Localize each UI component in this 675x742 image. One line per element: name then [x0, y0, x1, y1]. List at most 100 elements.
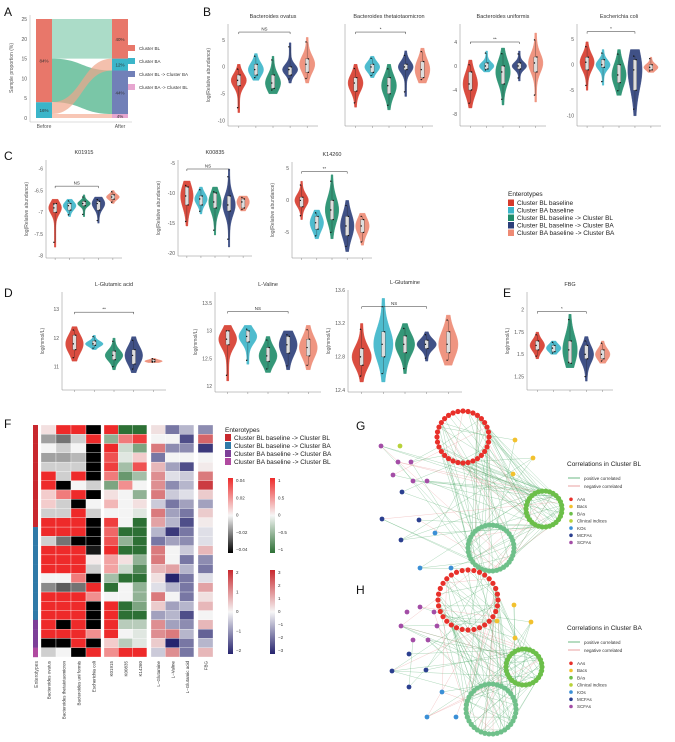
positive-edge: [410, 446, 440, 463]
y-axis-label: log(Relative abundance): [24, 182, 30, 237]
heatmap-cell: [85, 554, 102, 565]
node-legend-label: AAs: [577, 661, 586, 666]
aa-node: [490, 580, 496, 586]
heatmap-cell: [165, 461, 180, 472]
aa-node: [470, 458, 476, 464]
plot-title: K01915: [75, 150, 94, 156]
heatmap-cell: [150, 619, 166, 630]
clinical-node: [490, 568, 496, 574]
violin-plots: Bacteroides ovatus log(Relative abundance…: [24, 14, 661, 394]
data-point: [53, 203, 55, 205]
heatmap-cell: [85, 508, 102, 518]
heatmap-cell: [132, 517, 148, 528]
heatmap-cell: [40, 461, 57, 472]
heatmap-cell: [118, 499, 133, 509]
heatmap-cell: [165, 545, 180, 556]
negative-edge: [418, 519, 501, 570]
data-point: [403, 54, 406, 57]
heatmap-cell: [40, 434, 57, 444]
heatmap-cell: [165, 638, 180, 648]
clinical-node: [494, 730, 500, 736]
heatmap-cell: [103, 424, 119, 435]
data-point: [70, 202, 72, 205]
data-point: [302, 196, 304, 198]
data-point: [568, 361, 570, 364]
panel-label-b: B: [203, 5, 211, 19]
heatmap-cell: [150, 471, 166, 481]
color-scale-tick: −1: [278, 547, 284, 552]
data-point: [92, 347, 94, 349]
heatmap-cell: [40, 508, 57, 518]
data-point: [420, 78, 422, 81]
y-tick-label: 13: [53, 307, 59, 313]
data-point: [288, 78, 290, 80]
data-point: [268, 346, 270, 349]
data-point: [387, 104, 389, 107]
data-point: [273, 74, 275, 76]
heatmap-cell: [70, 536, 87, 546]
positive-edge: [471, 663, 542, 725]
data-point: [67, 214, 70, 216]
y-tick-label: 11: [54, 365, 59, 371]
heatmap-cell: [179, 480, 195, 491]
heatmap-cell: [197, 638, 214, 648]
y-tick-label: 1.5: [517, 352, 524, 358]
violin-plot: L-Valine log(mmol/L) 12 12.5 13 13.5 NS: [193, 282, 321, 394]
data-point: [184, 220, 187, 223]
positive-edge: [472, 426, 488, 462]
heatmap-cell: [165, 647, 180, 658]
data-point: [229, 195, 231, 197]
positive-edge: [480, 684, 490, 732]
row-annotation: [33, 462, 38, 472]
negative-edge: [438, 605, 505, 689]
data-point: [446, 359, 448, 361]
data-point: [308, 355, 311, 357]
negative-edge: [381, 501, 561, 520]
column-label: Bacteroides ovatus: [47, 660, 52, 699]
positive-edge: [497, 666, 543, 685]
positive-edge: [436, 436, 530, 520]
heatmap-cell: [150, 554, 166, 565]
heatmap-cell: [197, 424, 214, 435]
column-label: K00835: [123, 661, 128, 677]
heatmap-cell: [118, 619, 133, 630]
heatmap-cell: [40, 452, 57, 463]
aa-node: [436, 424, 442, 430]
data-point: [422, 60, 425, 63]
stratum-bar: [36, 19, 52, 103]
positive-edge: [510, 649, 530, 694]
heatmap-cell: [118, 582, 133, 593]
flow-ba-to-ba: [52, 58, 112, 115]
data-point: [360, 215, 362, 218]
column-label: Escherichia coli: [92, 661, 97, 692]
heatmap-cell: [132, 647, 148, 658]
box: [299, 197, 304, 207]
data-point: [84, 200, 86, 203]
plot-title: FBG: [564, 282, 575, 288]
node: [379, 516, 385, 522]
y-tick-label: 12.4: [335, 388, 345, 394]
alluvial-chart: 0 5 10 15 20 25 Sample proportion (%) Before Aft…: [9, 15, 188, 130]
plot-title: Bacteroides ovatus: [250, 14, 297, 20]
color-scale-tick: 1: [278, 596, 281, 601]
node-legend-dot: [569, 668, 573, 673]
node: [528, 619, 534, 625]
heatmap-cell: [70, 554, 87, 565]
positive-edge: [380, 445, 497, 571]
heatmap-cell: [150, 517, 166, 528]
stratum-bar: [112, 70, 128, 115]
data-point: [266, 339, 268, 341]
data-point: [381, 343, 383, 346]
data-point: [288, 352, 291, 354]
negative-edge: [443, 578, 490, 584]
clinical-node: [486, 522, 492, 528]
color-scale-tick: 1: [236, 590, 239, 595]
heatmap-cell: [150, 647, 166, 658]
y-tick-label: 5: [24, 96, 27, 102]
aa-node: [440, 580, 446, 586]
data-point: [271, 59, 273, 61]
color-scale-tick: 0: [236, 609, 239, 614]
clinical-node: [482, 730, 488, 736]
y-tick-label: -8: [39, 254, 44, 260]
positive-edge: [400, 526, 501, 541]
